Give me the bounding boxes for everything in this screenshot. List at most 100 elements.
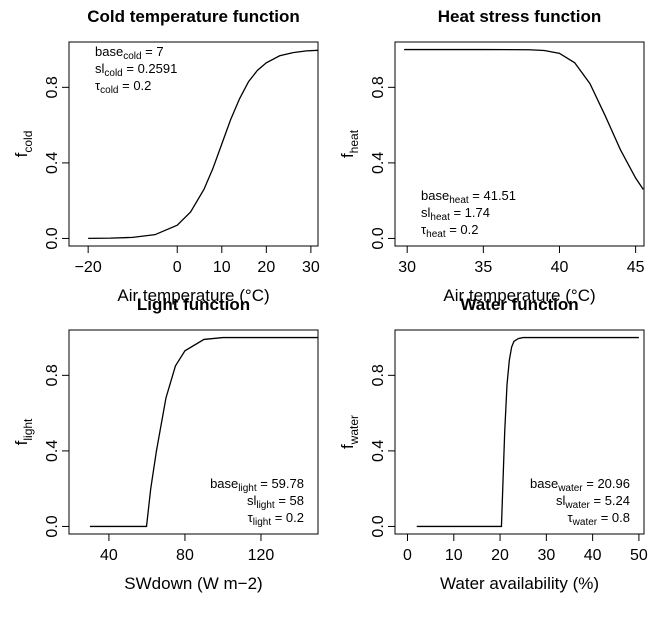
x-tick-label: 50 xyxy=(630,547,648,564)
annotation-value: = 0.2 xyxy=(271,510,304,525)
x-tick-label: 0 xyxy=(403,547,412,564)
y-tick-label: 0.0 xyxy=(44,227,61,249)
annotation-value: = 59.78 xyxy=(257,476,304,491)
annotation-name: base xyxy=(530,476,558,491)
annotation-name: τ xyxy=(95,78,101,93)
x-tick-label: 10 xyxy=(213,259,231,276)
annotation: baselight = 59.78 xyxy=(210,476,304,494)
annotation-name: base xyxy=(95,44,123,59)
annotation-sub: heat xyxy=(449,195,469,206)
annotation: τlight = 0.2 xyxy=(248,510,304,528)
curve xyxy=(88,49,319,240)
annotation-name: base xyxy=(210,476,238,491)
x-tick-label: 120 xyxy=(248,547,275,564)
curve xyxy=(89,336,318,528)
annotation: basewater = 20.96 xyxy=(530,476,630,494)
y-axis-label: flight xyxy=(12,418,35,445)
panel-title: Cold temperature function xyxy=(87,7,300,26)
annotation: slheat = 1.74 xyxy=(421,205,490,223)
annotation-name: τ xyxy=(248,510,254,525)
x-tick-label: 30 xyxy=(398,259,416,276)
annotation-name: sl xyxy=(95,61,105,76)
annotation-value: = 58 xyxy=(275,493,304,508)
panel-title: Light function xyxy=(137,295,250,314)
annotation: τwater = 0.8 xyxy=(568,510,630,528)
x-tick-label: 80 xyxy=(176,547,194,564)
y-axis-label: fcold xyxy=(12,131,35,158)
y-tick-label: 0.8 xyxy=(44,76,61,98)
y-tick-label: 0.0 xyxy=(370,515,387,537)
annotation-value: = 0.2 xyxy=(119,78,152,93)
y-axis-label: fwater xyxy=(338,415,361,449)
curve xyxy=(404,48,644,190)
annotation-value: = 1.74 xyxy=(450,205,490,220)
panel-title: Heat stress function xyxy=(438,7,601,26)
annotation-value: = 0.2591 xyxy=(123,61,178,76)
annotation-value: = 20.96 xyxy=(583,476,630,491)
annotation: slcold = 0.2591 xyxy=(95,61,177,79)
y-tick-label: 0.4 xyxy=(44,152,61,174)
x-tick-label: 0 xyxy=(173,259,182,276)
plot-frame xyxy=(68,41,319,247)
plot-frame xyxy=(394,41,645,247)
x-axis-label: SWdown (W m−2) xyxy=(124,574,262,593)
annotation-value: = 41.51 xyxy=(469,188,516,203)
x-axis-label: Water availability (%) xyxy=(440,574,599,593)
y-axis-label-sub: water xyxy=(347,415,361,445)
annotation-name: sl xyxy=(556,493,566,508)
annotation-sub: water xyxy=(557,483,583,494)
y-tick-label: 0.4 xyxy=(44,440,61,462)
annotation-value: = 0.8 xyxy=(597,510,630,525)
annotation-name: sl xyxy=(247,493,257,508)
annotation: basecold = 7 xyxy=(95,44,164,62)
annotation: sllight = 58 xyxy=(247,493,304,511)
annotation-value: = 0.2 xyxy=(446,222,479,237)
annotation-sub: water xyxy=(572,517,598,528)
x-tick-label: 20 xyxy=(257,259,275,276)
y-tick-label: 0.4 xyxy=(370,440,387,462)
annotation-sub: water xyxy=(564,500,590,511)
x-tick-label: 40 xyxy=(100,547,118,564)
y-axis-label-sub: heat xyxy=(347,129,361,153)
annotation: τcold = 0.2 xyxy=(95,78,151,96)
annotation: τheat = 0.2 xyxy=(421,222,479,240)
x-tick-label: 20 xyxy=(491,547,509,564)
plot-frame xyxy=(68,329,319,535)
annotation-value: = 5.24 xyxy=(590,493,630,508)
x-tick-label: 40 xyxy=(551,259,569,276)
annotation-value: = 7 xyxy=(142,44,164,59)
x-tick-label: 10 xyxy=(445,547,463,564)
curve xyxy=(416,336,639,528)
y-axis-label-sub: cold xyxy=(21,131,35,153)
y-axis-label-sub: light xyxy=(21,418,35,441)
y-tick-label: 0.4 xyxy=(370,152,387,174)
x-axis-label: Air temperature (°C) xyxy=(443,286,595,305)
annotation-sub: cold xyxy=(100,85,118,96)
annotation-sub: light xyxy=(253,517,272,528)
y-axis-label-main: f xyxy=(12,152,31,157)
y-axis-label-main: f xyxy=(12,440,31,445)
y-tick-label: 0.8 xyxy=(370,364,387,386)
x-tick-label: 35 xyxy=(474,259,492,276)
x-tick-label: −20 xyxy=(75,259,102,276)
annotation: baseheat = 41.51 xyxy=(421,188,516,206)
y-axis-label-main: f xyxy=(338,153,357,158)
annotation-sub: heat xyxy=(426,229,446,240)
annotation-sub: cold xyxy=(123,51,141,62)
x-tick-label: 45 xyxy=(627,259,645,276)
y-tick-label: 0.8 xyxy=(44,364,61,386)
annotation-name: τ xyxy=(568,510,574,525)
y-tick-label: 0.0 xyxy=(370,227,387,249)
x-tick-label: 30 xyxy=(302,259,320,276)
y-axis-label-main: f xyxy=(338,444,357,449)
annotation: slwater = 5.24 xyxy=(556,493,630,511)
y-tick-label: 0.8 xyxy=(370,76,387,98)
annotation-name: base xyxy=(421,188,449,203)
annotation-sub: light xyxy=(256,500,275,511)
annotation-sub: light xyxy=(238,483,257,494)
annotation-name: sl xyxy=(421,205,431,220)
annotation-name: τ xyxy=(421,222,427,237)
y-axis-label: fheat xyxy=(338,129,361,158)
x-axis-label: Air temperature (°C) xyxy=(117,286,269,305)
